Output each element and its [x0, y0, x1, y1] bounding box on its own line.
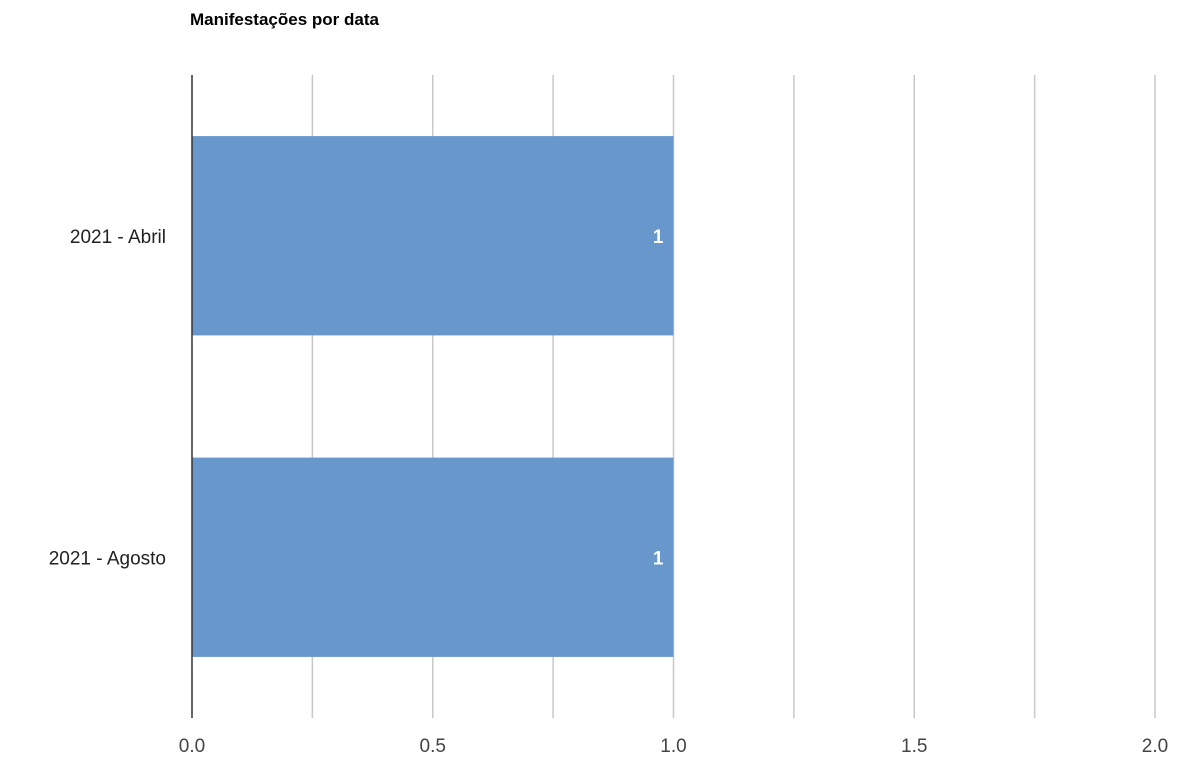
- data-label: 1: [653, 227, 664, 248]
- x-tick-label: 2.0: [1142, 736, 1168, 757]
- bar[interactable]: [192, 457, 674, 657]
- x-tick-label: 1.5: [901, 736, 927, 757]
- x-tick-label: 0.5: [420, 736, 446, 757]
- bars: [192, 136, 674, 657]
- x-tick-label: 0.0: [179, 736, 205, 757]
- data-label: 1: [653, 548, 664, 569]
- labels: 1 2021 - Abril 1 2021 - Agosto 0.0 0.5 1.0 1.5 2…: [49, 227, 1168, 757]
- chart-title: Manifestações por data: [190, 10, 379, 29]
- category-label: 2021 - Abril: [70, 227, 166, 248]
- category-label: 2021 - Agosto: [49, 548, 166, 569]
- bar[interactable]: [192, 136, 674, 336]
- x-tick-label: 1.0: [660, 736, 686, 757]
